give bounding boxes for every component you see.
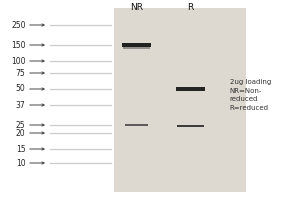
Bar (122, 43, 151, 47)
Text: 15: 15 (16, 144, 26, 154)
Bar (177, 125, 204, 127)
Text: 250: 250 (11, 21, 26, 29)
Text: 50: 50 (16, 84, 26, 93)
Bar (123, 47, 150, 49)
Text: 10: 10 (16, 158, 26, 168)
Text: 75: 75 (16, 68, 26, 77)
Text: 37: 37 (16, 100, 26, 110)
Text: 150: 150 (11, 40, 26, 49)
Bar (176, 87, 205, 91)
Text: 25: 25 (16, 120, 26, 130)
Text: 20: 20 (16, 129, 26, 138)
Text: 100: 100 (11, 56, 26, 66)
Text: R: R (188, 2, 194, 11)
Text: NR: NR (130, 2, 143, 11)
Text: 2ug loading
NR=Non-
reduced
R=reduced: 2ug loading NR=Non- reduced R=reduced (230, 79, 271, 111)
Bar (125, 124, 148, 126)
Bar (114, 8, 246, 192)
